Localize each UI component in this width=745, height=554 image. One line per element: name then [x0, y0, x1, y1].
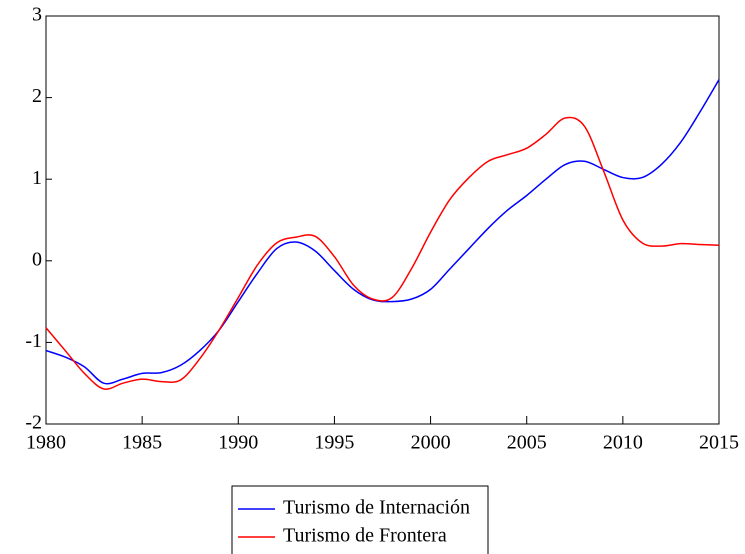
legend-box — [231, 485, 489, 554]
x-tick-label: 2015 — [699, 432, 739, 454]
x-tick-label: 1985 — [122, 432, 162, 454]
y-tick-label: 2 — [32, 85, 42, 107]
x-tick-label: 1995 — [314, 432, 354, 454]
plot-frame — [45, 15, 720, 425]
series-line — [45, 116, 720, 390]
y-tick-label: -2 — [25, 412, 42, 434]
legend-label: Turismo de Internación — [283, 497, 470, 519]
x-tick-label: 2005 — [507, 432, 547, 454]
y-tick-label: 3 — [32, 4, 42, 26]
legend-label: Turismo de Frontera — [283, 525, 447, 547]
series-line — [45, 79, 720, 385]
y-tick-label: 1 — [32, 167, 42, 189]
x-tick-label: 1990 — [218, 432, 258, 454]
y-tick-label: -1 — [25, 330, 42, 352]
x-tick-label: 1980 — [26, 432, 66, 454]
x-tick-label: 2000 — [411, 432, 451, 454]
y-tick-label: 0 — [32, 248, 42, 270]
x-tick-label: 2010 — [603, 432, 643, 454]
